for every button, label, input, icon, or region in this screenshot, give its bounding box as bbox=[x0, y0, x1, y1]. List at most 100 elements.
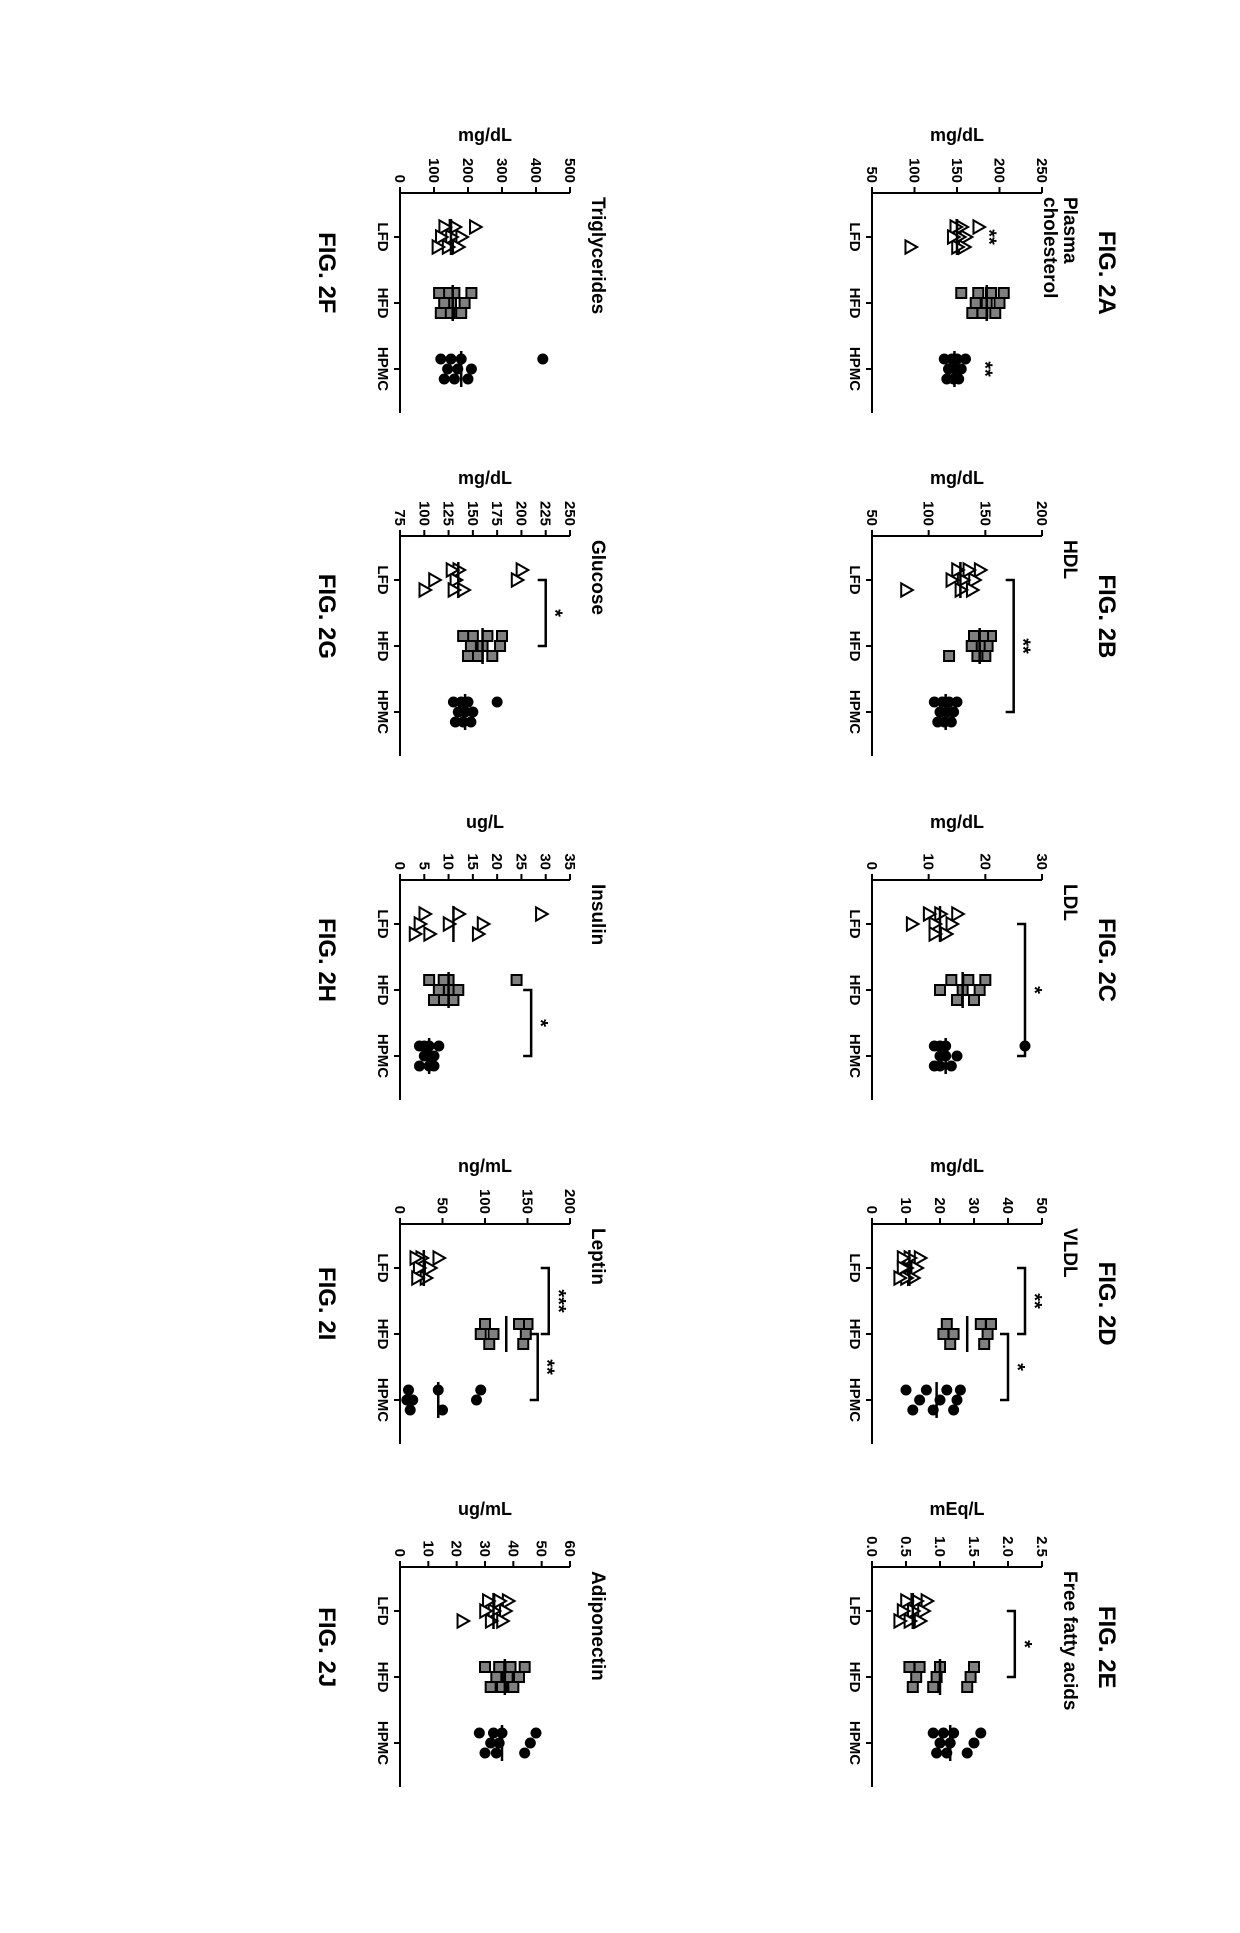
chart-2B: HDL50100150200mg/dLLFDHFDHPMC** bbox=[822, 466, 1082, 766]
fig-label-2J: FIG. 2J bbox=[312, 1607, 340, 1687]
chart-wrap-2E: Free fatty acids0.00.51.01.52.02.5mEq/LL… bbox=[822, 1497, 1082, 1797]
xtick-label: HFD bbox=[374, 1662, 391, 1693]
y-axis-label: mg/dL bbox=[930, 1156, 984, 1176]
sig-label: *** bbox=[547, 1289, 569, 1313]
y-axis-label: ng/mL bbox=[458, 1156, 512, 1176]
panel-2H: Insulin05101520253035ug/LLFDHFDHPMC*FIG.… bbox=[120, 797, 610, 1123]
ytick-label: 100 bbox=[476, 1189, 493, 1214]
chart-wrap-2I: Leptin050100150200ng/mLLFDHFDHPMC***** bbox=[350, 1154, 610, 1454]
ytick-label: 10 bbox=[440, 853, 457, 870]
ytick-label: 20 bbox=[931, 1197, 948, 1214]
ytick-label: 0 bbox=[863, 1205, 880, 1213]
ytick-label: 50 bbox=[533, 1541, 550, 1558]
xtick-label: HFD bbox=[374, 287, 391, 318]
ytick-label: 100 bbox=[920, 501, 937, 526]
fig-label-2I: FIG. 2I bbox=[312, 1267, 340, 1340]
ytick-label: 150 bbox=[464, 501, 481, 526]
xtick-label: HFD bbox=[846, 287, 863, 318]
ytick-label: 60 bbox=[561, 1541, 578, 1558]
xtick-label: HPMC bbox=[846, 1378, 863, 1422]
chart-2J: Adiponectin0102030405060ug/mLLFDHFDHPMC bbox=[350, 1497, 610, 1797]
chart-title: Glucose bbox=[587, 540, 608, 615]
panel-2A: FIG. 2APlasmacholesterol50100150200250mg… bbox=[630, 110, 1120, 436]
xtick-label: HPMC bbox=[374, 690, 391, 734]
chart-2H: Insulin05101520253035ug/LLFDHFDHPMC* bbox=[350, 810, 610, 1110]
chart-title: LDL bbox=[1059, 884, 1080, 921]
ytick-label: 100 bbox=[425, 158, 442, 183]
chart-2F: Triglycerides0100200300400500mg/dLLFDHFD… bbox=[350, 123, 610, 423]
chart-wrap-2C: LDL0102030mg/dLLFDHFDHPMC* bbox=[822, 810, 1082, 1110]
chart-2A: Plasmacholesterol50100150200250mg/dLLFDH… bbox=[822, 123, 1082, 423]
ytick-label: 50 bbox=[863, 510, 880, 527]
ytick-label: 40 bbox=[504, 1541, 521, 1558]
chart-title: Free fatty acids bbox=[1059, 1571, 1080, 1710]
ytick-label: 200 bbox=[459, 158, 476, 183]
ytick-label: 25 bbox=[512, 853, 529, 870]
ytick-label: 30 bbox=[965, 1197, 982, 1214]
xtick-label: HFD bbox=[374, 1318, 391, 1349]
ytick-label: 0.0 bbox=[863, 1536, 880, 1557]
ytick-label: 15 bbox=[464, 853, 481, 870]
ytick-label: 50 bbox=[434, 1197, 451, 1214]
sig-label: ** bbox=[973, 361, 995, 377]
sig-label: ** bbox=[978, 229, 1000, 245]
chart-2C: LDL0102030mg/dLLFDHFDHPMC* bbox=[822, 810, 1082, 1110]
y-axis-label: mg/dL bbox=[930, 125, 984, 145]
ytick-label: 500 bbox=[561, 158, 578, 183]
xtick-label: LFD bbox=[846, 222, 863, 251]
fig-label-2D: FIG. 2D bbox=[1092, 1262, 1120, 1346]
sig-label: * bbox=[544, 609, 566, 617]
ytick-label: 0.5 bbox=[897, 1536, 914, 1557]
xtick-label: HFD bbox=[374, 975, 391, 1006]
ytick-label: 30 bbox=[1033, 853, 1050, 870]
ytick-label: 0 bbox=[391, 1549, 408, 1557]
y-axis-label: mg/dL bbox=[930, 812, 984, 832]
fig-label-2E: FIG. 2E bbox=[1092, 1606, 1120, 1689]
chart-title: Leptin bbox=[587, 1228, 608, 1285]
chart-title: cholesterol bbox=[1039, 197, 1060, 298]
panel-2C: FIG. 2CLDL0102030mg/dLLFDHFDHPMC* bbox=[630, 797, 1120, 1123]
chart-title: Insulin bbox=[587, 884, 608, 945]
ytick-label: 50 bbox=[863, 166, 880, 183]
ytick-label: 150 bbox=[976, 501, 993, 526]
ytick-label: 400 bbox=[527, 158, 544, 183]
ytick-label: 20 bbox=[488, 853, 505, 870]
ytick-label: 2.5 bbox=[1033, 1536, 1050, 1557]
y-axis-label: ug/L bbox=[466, 812, 504, 832]
ytick-label: 200 bbox=[512, 501, 529, 526]
xtick-label: LFD bbox=[846, 566, 863, 595]
ytick-label: 1.5 bbox=[965, 1536, 982, 1557]
ytick-label: 40 bbox=[999, 1197, 1016, 1214]
xtick-label: LFD bbox=[846, 1597, 863, 1626]
ytick-label: 30 bbox=[476, 1541, 493, 1558]
sig-label: * bbox=[1013, 1640, 1035, 1648]
fig-label-2H: FIG. 2H bbox=[312, 918, 340, 1002]
chart-title: HDL bbox=[1059, 540, 1080, 579]
ytick-label: 20 bbox=[976, 853, 993, 870]
chart-wrap-2B: HDL50100150200mg/dLLFDHFDHPMC** bbox=[822, 466, 1082, 766]
chart-2E: Free fatty acids0.00.51.01.52.02.5mEq/LL… bbox=[822, 1497, 1082, 1797]
ytick-label: 50 bbox=[1033, 1197, 1050, 1214]
ytick-label: 200 bbox=[991, 158, 1008, 183]
ytick-label: 0 bbox=[391, 862, 408, 870]
y-axis-label: mg/dL bbox=[458, 468, 512, 488]
xtick-label: HPMC bbox=[846, 690, 863, 734]
y-axis-label: mEq/L bbox=[929, 1499, 984, 1519]
fig-label-2F: FIG. 2F bbox=[312, 232, 340, 313]
ytick-label: 250 bbox=[1033, 158, 1050, 183]
ytick-label: 20 bbox=[448, 1541, 465, 1558]
ytick-label: 175 bbox=[488, 501, 505, 526]
ytick-label: 10 bbox=[897, 1197, 914, 1214]
ytick-label: 2.0 bbox=[999, 1536, 1016, 1557]
panel-2E: FIG. 2EFree fatty acids0.00.51.01.52.02.… bbox=[630, 1484, 1120, 1810]
xtick-label: HFD bbox=[846, 631, 863, 662]
xtick-label: HFD bbox=[846, 1662, 863, 1693]
chart-wrap-2H: Insulin05101520253035ug/LLFDHFDHPMC* bbox=[350, 810, 610, 1110]
ytick-label: 0 bbox=[391, 1205, 408, 1213]
ytick-label: 150 bbox=[519, 1189, 536, 1214]
xtick-label: HPMC bbox=[374, 1721, 391, 1765]
xtick-label: HFD bbox=[374, 631, 391, 662]
xtick-label: LFD bbox=[374, 566, 391, 595]
fig-label-2A: FIG. 2A bbox=[1092, 231, 1120, 315]
xtick-label: HPMC bbox=[846, 1034, 863, 1078]
